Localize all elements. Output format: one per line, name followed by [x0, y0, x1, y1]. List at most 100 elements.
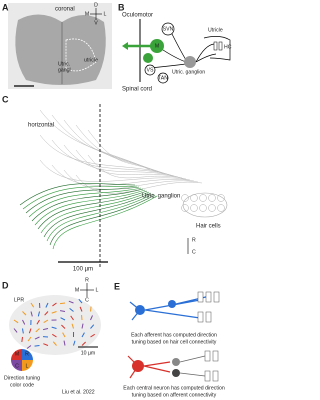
nucleus [161, 22, 175, 36]
hair-cell [197, 311, 204, 323]
orientation: L [104, 11, 107, 17]
label: Hair cells [196, 224, 221, 230]
ganglion [184, 56, 196, 68]
orientation: R [192, 237, 196, 243]
orientation: C [85, 297, 89, 303]
pie-label: C [15, 363, 19, 369]
panel-title: horizontal [28, 123, 54, 129]
pie-slice [22, 360, 33, 371]
hair-cell [213, 41, 218, 51]
arrow [43, 328, 49, 331]
trace [51, 114, 155, 172]
label: Utricle [208, 27, 223, 33]
arrow [62, 332, 66, 338]
arrow [60, 317, 66, 321]
caption: Each afferent has computed direction [131, 332, 217, 338]
hair-cell [199, 204, 207, 212]
afferent [172, 358, 180, 366]
arrow [30, 311, 33, 317]
pie-label: R [25, 351, 29, 357]
trace [87, 129, 167, 175]
nucleus [157, 72, 169, 84]
arrow [70, 315, 74, 321]
hair-cell [205, 291, 212, 303]
arrow [59, 310, 66, 312]
citation: Liu et al. 2022 [62, 389, 95, 395]
panel-label: B [118, 2, 125, 12]
hair-cell [213, 291, 220, 303]
nucleus-label: VS [147, 67, 154, 73]
arrow [13, 328, 18, 333]
hair-cell [205, 311, 212, 323]
trace [22, 185, 138, 210]
trace [51, 139, 175, 177]
arrow [52, 302, 57, 307]
panel-title: coronal [55, 7, 75, 13]
nucleus-label: SVN [163, 26, 174, 32]
trace [49, 194, 156, 246]
central-neuron [127, 355, 171, 379]
trace [87, 154, 187, 180]
hair-cell [208, 204, 216, 212]
arrows [13, 298, 96, 349]
brain-slice [15, 14, 106, 85]
arrow [61, 324, 66, 329]
arrow [81, 323, 84, 329]
nucleus-label: M [155, 43, 159, 49]
arrow [34, 336, 40, 340]
arrow [43, 319, 49, 323]
trace [46, 193, 154, 242]
label: Spinal cord [122, 87, 152, 93]
arrow [22, 328, 24, 334]
afferent [129, 295, 211, 321]
orientation: C [192, 249, 196, 255]
arrow [90, 315, 93, 321]
label: HC [224, 44, 232, 50]
arrow [71, 323, 74, 329]
hair-cell [181, 204, 189, 212]
label: utricle [84, 57, 98, 63]
arrow [73, 340, 76, 346]
panel-label: D [2, 280, 9, 290]
panel-label: C [2, 94, 9, 104]
hair-cell [199, 194, 207, 202]
arrow [90, 306, 92, 312]
trace [75, 149, 183, 179]
afferents [195, 43, 217, 63]
field [9, 295, 101, 355]
hair-cell [218, 41, 223, 51]
arrow [69, 307, 74, 312]
hair-cell [197, 291, 204, 303]
trace [28, 187, 142, 218]
arrow [37, 311, 40, 317]
pie-label: M [15, 351, 19, 357]
trace [63, 169, 199, 190]
orientation: V [94, 20, 98, 26]
arrow [52, 341, 57, 346]
arrow [63, 340, 66, 346]
panel-label: E [114, 281, 120, 291]
trace [39, 159, 191, 182]
arrow [34, 345, 40, 347]
panel-label: A [2, 2, 9, 12]
hair-cell [212, 370, 219, 382]
arrow [90, 324, 95, 329]
scale-label: 10 µm [81, 350, 96, 356]
arrow [51, 311, 57, 314]
arrow [35, 328, 40, 333]
nucleus [150, 39, 164, 53]
nucleus [144, 64, 156, 76]
label: Oculomotor [122, 13, 153, 19]
trace [39, 134, 171, 176]
arrow [45, 302, 49, 308]
figure: A coronal M L D V Utric. gangl utricle B… [2, 2, 232, 398]
arrow [81, 341, 86, 346]
arrow [22, 319, 26, 325]
trace [31, 188, 144, 222]
orientation: M [75, 287, 79, 293]
orientation: M [85, 11, 89, 17]
label: Utric. ganglion [172, 69, 205, 75]
label: LPR [14, 297, 24, 303]
trace [34, 189, 146, 226]
pie-label: L [26, 363, 29, 369]
